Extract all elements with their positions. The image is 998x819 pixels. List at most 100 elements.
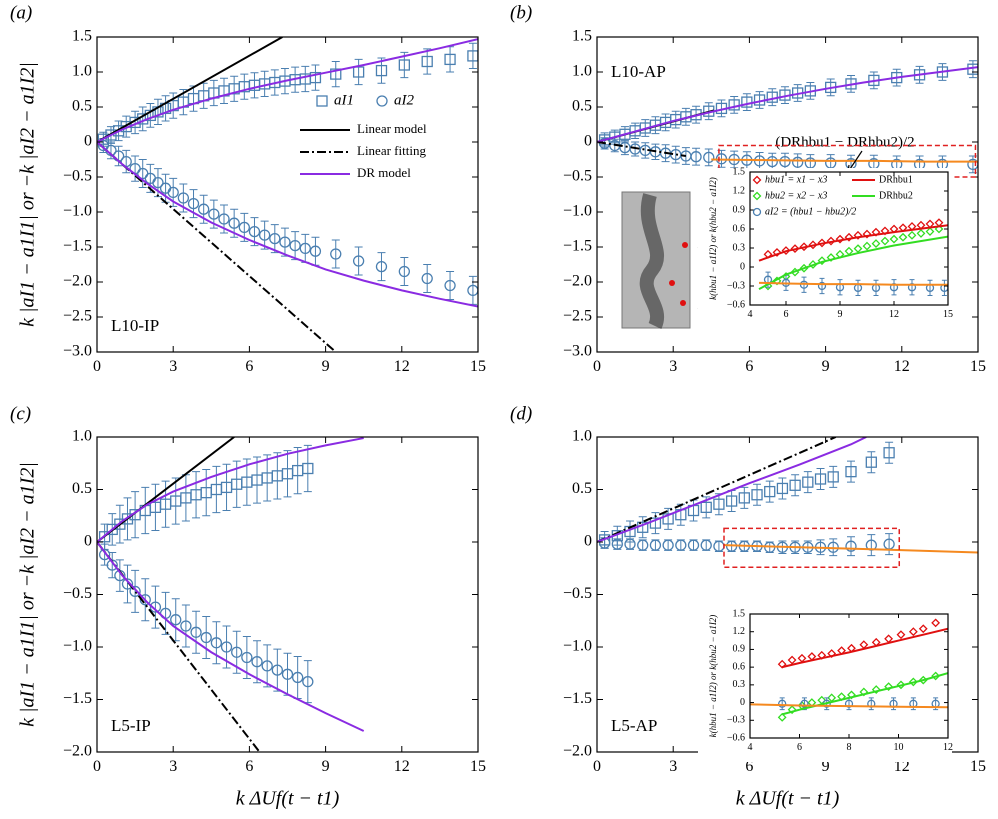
x-axis-label: k ΔUf(t − t1) xyxy=(236,788,340,810)
x-tick-label: 3 xyxy=(669,758,677,775)
error-bar xyxy=(138,106,147,132)
error-bar xyxy=(293,447,302,495)
series-line xyxy=(97,437,235,543)
marker xyxy=(934,224,944,234)
marker xyxy=(862,241,872,251)
marker xyxy=(896,680,906,690)
plot-area xyxy=(750,618,948,722)
error-bar xyxy=(423,264,432,293)
marker xyxy=(772,248,782,257)
y-tick-label: 0.9 xyxy=(733,644,746,655)
marker xyxy=(789,479,801,491)
y-tick-label: −3.0 xyxy=(563,343,592,360)
x-tick-label: 0 xyxy=(593,758,601,775)
marker xyxy=(792,156,804,168)
inset-background xyxy=(698,610,952,762)
error-bar xyxy=(847,536,855,557)
error-bar xyxy=(819,277,825,295)
marker xyxy=(302,676,314,688)
error-bar xyxy=(885,533,894,556)
error-bar xyxy=(209,79,218,107)
marker xyxy=(187,197,200,210)
series-line xyxy=(97,541,261,752)
legend-marker xyxy=(316,95,328,107)
series-line xyxy=(597,66,978,143)
marker xyxy=(152,176,164,189)
marker xyxy=(871,685,881,695)
marker xyxy=(167,186,179,199)
marker xyxy=(662,513,674,525)
marker xyxy=(778,699,787,708)
x-tick-label: 3 xyxy=(169,358,177,375)
y-tick-label: 0.6 xyxy=(733,661,746,672)
series-line xyxy=(723,544,978,554)
x-tick-label: 15 xyxy=(970,358,986,375)
plot-area xyxy=(758,218,948,296)
marker xyxy=(241,651,253,664)
marker xyxy=(776,482,789,495)
marker xyxy=(889,234,899,244)
x-tick-label: 6 xyxy=(245,758,253,775)
x-tick-label: 3 xyxy=(169,758,177,775)
plot-area xyxy=(97,37,478,352)
error-bar xyxy=(240,73,249,100)
error-bar xyxy=(141,486,150,535)
marker xyxy=(302,462,314,475)
marker xyxy=(925,227,935,236)
x-tick-label: 12 xyxy=(889,309,899,320)
error-bar xyxy=(768,152,777,171)
marker xyxy=(129,585,141,597)
x-tick-label: 0 xyxy=(93,358,101,375)
marker xyxy=(896,630,906,640)
x-tick-label: 4 xyxy=(748,742,753,753)
y-tick-label: −2.0 xyxy=(563,273,592,290)
y-tick-label: 1.0 xyxy=(72,63,92,80)
marker xyxy=(835,234,845,244)
marker xyxy=(844,232,854,242)
error-bar xyxy=(151,585,160,629)
error-bar xyxy=(161,591,170,635)
marker xyxy=(375,260,388,273)
y-tick-label: 1.0 xyxy=(572,428,592,445)
marker xyxy=(228,217,240,229)
error-bar xyxy=(122,149,131,174)
series-line xyxy=(97,541,365,732)
marker xyxy=(637,539,649,551)
marker xyxy=(703,151,715,164)
marker xyxy=(220,641,233,653)
panel-label: (d) xyxy=(510,403,532,424)
x-tick-label: 15 xyxy=(943,309,953,320)
marker xyxy=(98,548,111,561)
y-tick-label: −2.0 xyxy=(563,743,592,760)
y-tick-label: −2.0 xyxy=(63,743,92,760)
error-bar xyxy=(867,534,876,557)
error-bar xyxy=(847,460,855,483)
error-bar xyxy=(885,441,894,464)
marker xyxy=(210,637,223,649)
marker xyxy=(190,626,202,638)
marker xyxy=(421,272,433,285)
error-bar xyxy=(400,257,409,286)
error-bar xyxy=(169,92,178,119)
error-bar xyxy=(181,474,190,522)
marker xyxy=(916,229,926,238)
y-tick-label: −0.6 xyxy=(727,299,745,310)
legend-label: hbu1 = x1 − x3 xyxy=(765,174,827,185)
x-tick-label: 10 xyxy=(894,742,904,753)
error-bar xyxy=(280,227,289,257)
error-bar xyxy=(212,621,221,665)
marker xyxy=(826,236,836,246)
series-line xyxy=(781,672,948,716)
error-bar xyxy=(263,644,272,688)
marker xyxy=(781,246,791,255)
y-tick-label: −0.6 xyxy=(727,732,745,743)
error-bar xyxy=(123,564,132,604)
error-bar xyxy=(291,231,300,261)
y-tick-label: −2.5 xyxy=(63,308,92,325)
x-tick-label: 9 xyxy=(822,758,830,775)
error-bar xyxy=(220,77,228,104)
x-tick-label: 12 xyxy=(894,758,910,775)
marker xyxy=(281,668,294,680)
y-tick-label: 1.5 xyxy=(733,166,746,177)
